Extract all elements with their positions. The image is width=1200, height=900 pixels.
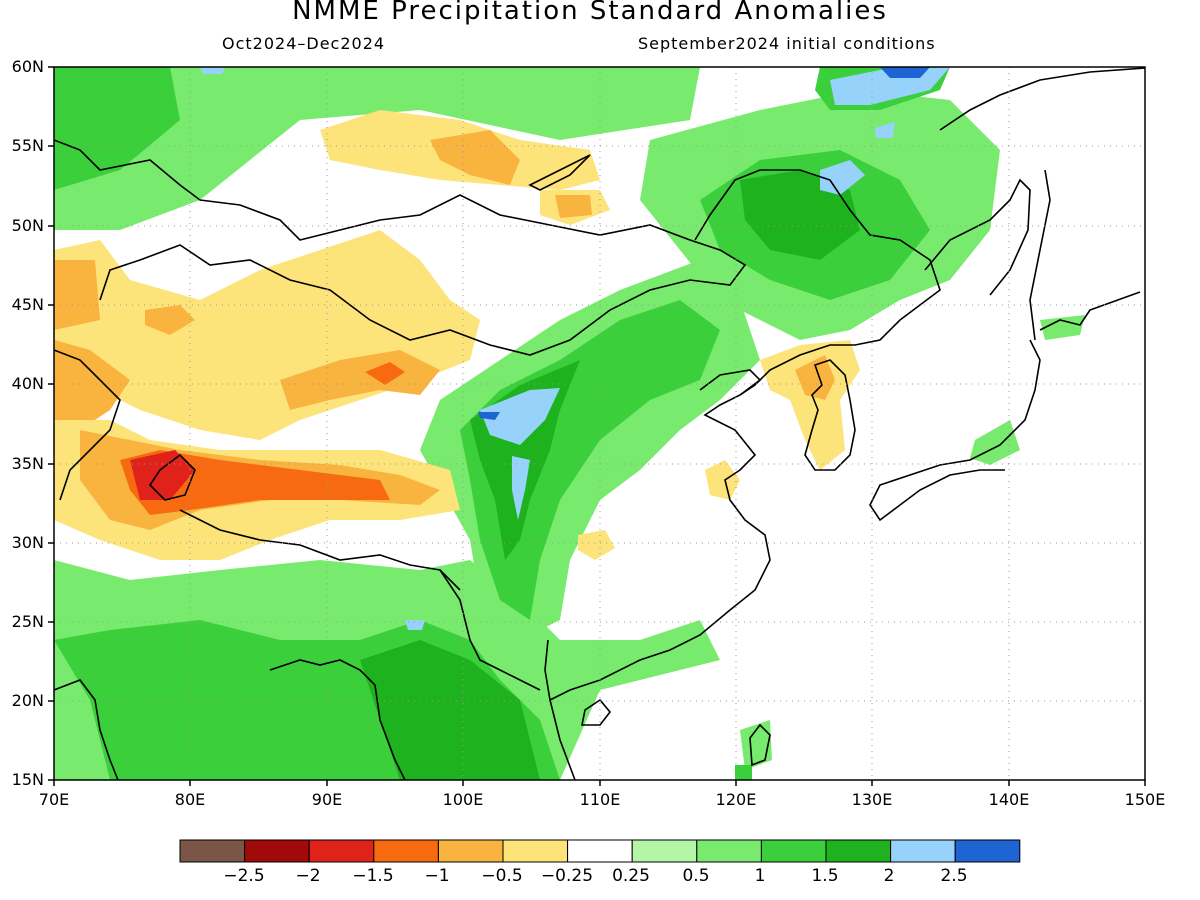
colorbar-label: −0.25 [540, 866, 594, 886]
colorbar-swatch [373, 839, 439, 863]
lon-label: 70E [38, 790, 70, 809]
lat-label: 25N [11, 612, 44, 631]
lon-label: 120E [715, 790, 757, 809]
colorbar-swatch [825, 839, 892, 863]
lat-label: 35N [11, 454, 44, 473]
lon-label: 80E [174, 790, 206, 809]
lat-label: 40N [11, 374, 44, 393]
lon-label: 110E [579, 790, 621, 809]
colorbar-swatch [890, 839, 956, 863]
coastline-borders [53, 67, 1146, 781]
lat-label: 30N [11, 533, 44, 552]
anomaly-field [54, 67, 1145, 780]
lat-label: 50N [11, 216, 44, 235]
colorbar-label: 2 [883, 866, 895, 886]
colorbar-swatch [954, 839, 1021, 863]
forecast-period: Oct2024–Dec2024 [222, 34, 386, 53]
colorbar-label: 1.5 [811, 866, 839, 886]
colorbar-label: −2.5 [223, 866, 265, 886]
lon-label: 130E [851, 790, 893, 809]
colorbar-swatch [244, 839, 310, 863]
lon-label: 90E [311, 790, 343, 809]
axis-ticks [48, 66, 1146, 786]
colorbar-label: −1.5 [352, 866, 394, 886]
colorbar-label: −0.5 [481, 866, 523, 886]
colorbar-label: −1 [424, 866, 450, 886]
lon-label: 140E [988, 790, 1030, 809]
lon-label: 150E [1124, 790, 1166, 809]
colorbar-label: 2.5 [940, 866, 968, 886]
colorbar-swatch [308, 839, 375, 863]
lat-label: 15N [11, 770, 44, 789]
colorbar [179, 839, 1021, 863]
colorbar-label: −2 [295, 866, 321, 886]
colorbar-swatch [631, 839, 698, 863]
colorbar-swatch [760, 839, 827, 863]
lat-label: 60N [11, 57, 44, 76]
colorbar-swatch [696, 839, 762, 863]
lat-label: 20N [11, 691, 44, 710]
lat-label: 55N [11, 136, 44, 155]
colorbar-swatch [567, 839, 633, 863]
lon-label: 100E [442, 790, 484, 809]
graticule [54, 67, 1145, 780]
colorbar-label: 0.25 [612, 866, 650, 886]
colorbar-label: 1 [754, 866, 766, 886]
colorbar-swatch [437, 839, 504, 863]
colorbar-label: 0.5 [682, 866, 710, 886]
colorbar-swatch [179, 839, 246, 863]
lat-label: 45N [11, 295, 44, 314]
colorbar-swatch [502, 839, 569, 863]
initial-conditions: September2024 initial conditions [638, 34, 936, 53]
map-title: NMME Precipitation Standard Anomalies [292, 0, 888, 26]
